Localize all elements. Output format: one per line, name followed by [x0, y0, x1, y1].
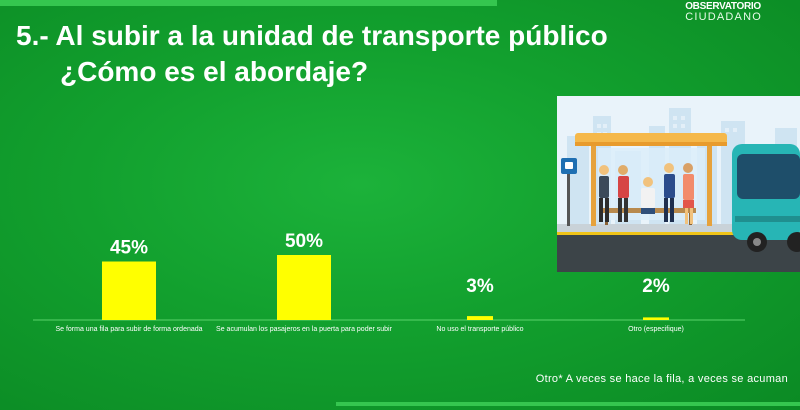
value-label-3: 3%: [466, 276, 494, 297]
bar-4: [643, 317, 669, 320]
category-label-2: Se acumulan los pasajeros en la puerta p…: [216, 326, 392, 333]
footnote: Otro* A veces se hace la fila, a veces s…: [535, 373, 788, 385]
bar-3: [467, 316, 493, 320]
bar-2: [277, 255, 331, 320]
logo-line-2: CIUDADANO: [685, 11, 762, 23]
bar-1: [102, 261, 156, 320]
top-accent-bar: [0, 0, 497, 6]
value-label-1: 45%: [110, 238, 148, 259]
category-label-3: No uso el transporte público: [436, 326, 524, 333]
bottom-accent-bar: [336, 402, 800, 406]
logo-line-1: OBSERVATORIO: [685, 1, 761, 12]
category-label-1: Se forma una fila para subir de forma or…: [55, 326, 203, 333]
value-label-2: 50%: [285, 231, 323, 252]
category-label-4: Otro (especifique): [628, 326, 684, 333]
bus-stop-illustration: [557, 96, 800, 272]
observatorio-logo: OBSERVATORIO CIUDADANO: [685, 1, 762, 23]
value-label-4: 2%: [642, 276, 670, 297]
slide-title-line-2: ¿Cómo es el abordaje?: [60, 56, 369, 87]
slide-title-line-1: 5.- Al subir a la unidad de transporte p…: [16, 20, 608, 51]
